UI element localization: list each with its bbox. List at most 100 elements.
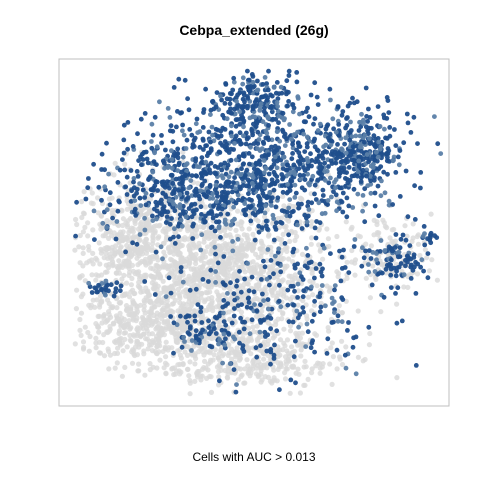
point-high: [74, 199, 79, 205]
point-low: [106, 328, 112, 334]
point-high: [212, 170, 218, 176]
point-low: [124, 307, 130, 314]
point-high: [302, 168, 308, 174]
point-high: [255, 146, 260, 152]
point-low: [72, 341, 78, 347]
point-high: [229, 133, 235, 139]
point-low: [282, 263, 288, 269]
point-high: [169, 216, 174, 221]
point-high: [241, 133, 246, 139]
point-low: [173, 230, 179, 236]
point-low: [287, 328, 294, 334]
point-low: [129, 262, 135, 268]
point-high: [333, 192, 339, 198]
point-low: [293, 370, 299, 376]
point-low: [280, 193, 286, 199]
point-low: [101, 312, 107, 318]
point-high: [397, 194, 403, 199]
point-low: [335, 274, 341, 280]
point-high: [252, 114, 258, 120]
point-high: [177, 205, 183, 211]
point-high: [245, 96, 251, 101]
point-high: [159, 140, 165, 146]
point-high: [362, 186, 368, 192]
point-high: [266, 137, 271, 143]
point-high: [102, 184, 108, 190]
point-high: [301, 131, 306, 137]
point-high: [334, 347, 340, 353]
point-low: [92, 304, 98, 310]
point-high: [247, 87, 253, 92]
point-high: [154, 216, 159, 222]
point-low: [154, 310, 160, 316]
point-high: [312, 182, 318, 188]
point-high: [337, 170, 342, 176]
point-high: [172, 226, 177, 232]
point-low: [228, 346, 234, 352]
point-low: [171, 274, 177, 280]
point-low: [326, 243, 332, 250]
point-high: [386, 148, 392, 154]
point-low: [394, 375, 400, 381]
point-high: [334, 208, 339, 214]
point-low: [146, 293, 152, 299]
point-high: [351, 244, 357, 249]
point-high: [132, 206, 138, 212]
point-high: [222, 160, 228, 166]
point-high: [341, 165, 347, 171]
point-high: [333, 129, 339, 135]
point-high: [184, 168, 190, 174]
point-low: [127, 215, 134, 222]
point-high: [95, 289, 100, 295]
point-high: [403, 168, 409, 174]
point-high: [268, 347, 274, 352]
point-high: [208, 112, 213, 117]
point-low: [154, 344, 160, 350]
point-low: [334, 269, 340, 275]
point-low: [257, 334, 263, 340]
point-low: [73, 306, 79, 312]
point-low: [192, 378, 198, 384]
point-high: [335, 104, 341, 109]
point-low: [180, 361, 186, 367]
point-low: [187, 391, 193, 397]
point-high: [392, 245, 398, 250]
point-high: [280, 189, 286, 195]
point-low: [125, 234, 132, 240]
point-high: [262, 264, 268, 270]
point-high: [312, 225, 318, 231]
point-low: [139, 245, 145, 251]
point-high: [153, 249, 159, 255]
point-low: [244, 357, 250, 363]
point-low: [250, 231, 256, 237]
point-high: [269, 306, 275, 312]
point-low: [368, 243, 374, 249]
point-high: [117, 199, 122, 205]
point-low: [127, 269, 133, 275]
point-high: [360, 208, 365, 214]
point-high: [199, 155, 205, 161]
point-high: [186, 313, 192, 319]
point-low: [96, 329, 102, 335]
point-high: [200, 138, 206, 143]
point-high: [350, 205, 356, 210]
point-low: [201, 239, 207, 245]
point-high: [322, 210, 328, 216]
point-high: [322, 160, 327, 166]
point-high: [242, 211, 248, 217]
point-low: [119, 373, 125, 379]
point-high: [235, 92, 241, 98]
point-low: [80, 245, 86, 251]
point-low: [314, 283, 320, 289]
point-high: [315, 102, 321, 107]
point-high: [178, 217, 184, 223]
point-high: [130, 240, 136, 246]
point-low: [334, 233, 340, 240]
point-low: [192, 361, 198, 367]
point-low: [106, 261, 112, 267]
point-high: [325, 198, 331, 203]
point-high: [108, 282, 114, 288]
point-low: [168, 249, 174, 255]
point-high: [311, 312, 317, 318]
point-low: [185, 236, 191, 242]
